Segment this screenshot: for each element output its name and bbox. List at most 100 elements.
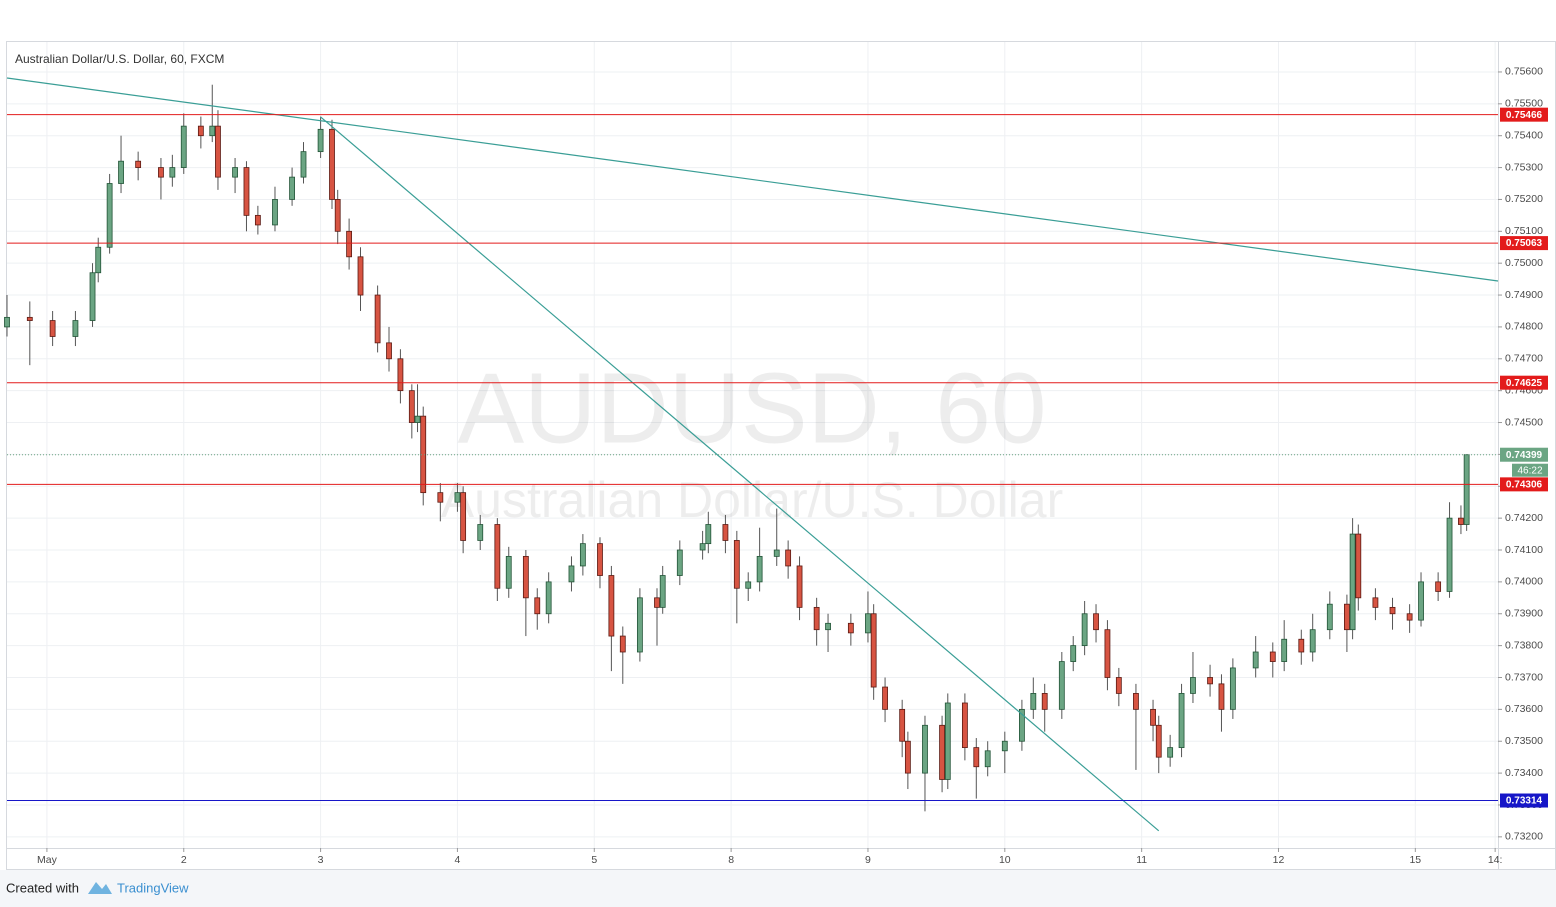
candle-body [397, 358, 404, 392]
candle-body [254, 214, 261, 226]
candle-body [494, 524, 501, 589]
logo-icon [88, 882, 112, 894]
candle-body [414, 415, 421, 423]
candle-body [386, 342, 392, 360]
candle-body [1389, 606, 1396, 615]
x-tick-label: May [37, 854, 58, 866]
y-tick-label: 0.75200 [1505, 193, 1543, 205]
candle-body [460, 492, 467, 541]
x-tick-label: 14: [1488, 854, 1503, 866]
candle-body [865, 613, 871, 634]
candle-body [135, 160, 142, 168]
candle-body [1133, 693, 1139, 710]
candle-body [1030, 693, 1037, 710]
candle-body [106, 183, 113, 248]
y-tick-label: 0.74500 [1505, 416, 1543, 428]
candle-body [676, 549, 683, 576]
candle-body [545, 581, 552, 615]
candle-body [1190, 677, 1196, 694]
candle-body [209, 125, 216, 137]
candle-body [346, 230, 353, 258]
candle-body [847, 622, 854, 634]
candle-body [1446, 517, 1453, 592]
candle-body [1252, 651, 1259, 669]
candle-body [1281, 638, 1288, 662]
candle-body [118, 160, 124, 184]
level-tag [1500, 107, 1548, 122]
level-tag-label: 0.74625 [1506, 378, 1543, 389]
candle-body [197, 125, 204, 137]
x-tick-label: 5 [591, 854, 597, 866]
candle-body [608, 575, 615, 637]
candle-body [961, 702, 968, 749]
candle-body [1309, 629, 1316, 653]
candle-body [522, 555, 529, 599]
y-tick-label: 0.73700 [1505, 671, 1543, 683]
candle-body [870, 613, 877, 688]
candle-body [1093, 613, 1099, 631]
level-tag [1500, 793, 1548, 808]
plot [4, 77, 1499, 832]
x-tick-label: 8 [728, 854, 734, 866]
footer-brand[interactable]: TradingView [117, 880, 189, 895]
candle-body [289, 176, 295, 200]
candle-body [534, 597, 541, 615]
candle-body [1435, 581, 1442, 592]
level-tag-label: 0.75466 [1506, 110, 1543, 121]
y-tick-label: 0.75000 [1505, 257, 1543, 269]
candle-body [1115, 677, 1122, 694]
candle-body [699, 543, 706, 551]
chart-title: Australian Dollar/U.S. Dollar, 60, FXCM [15, 52, 224, 66]
candle-body [579, 543, 586, 567]
watermark: AUDUSD, 60 [457, 352, 1046, 464]
last-price-tag-label: 0.74399 [1506, 450, 1543, 461]
candle-body [232, 167, 238, 178]
candle-body [1229, 667, 1236, 710]
candle-body [1418, 581, 1424, 621]
candle-body [89, 272, 96, 321]
level-tag [1500, 477, 1548, 492]
candle-body [1150, 708, 1156, 726]
candle-body [1081, 613, 1088, 647]
candle-body [1355, 533, 1362, 599]
tradingview-logo [88, 882, 112, 894]
candle-body [215, 125, 221, 178]
candle-body [654, 597, 660, 608]
candle-body [374, 294, 381, 344]
candle-body [26, 316, 33, 321]
y-tick-label: 0.73600 [1505, 703, 1543, 715]
candle-body [773, 549, 780, 557]
candle-body [1349, 533, 1356, 631]
candle-body [1155, 724, 1162, 758]
candle-body [882, 686, 888, 710]
candle-body [300, 151, 307, 178]
candle-body [1058, 661, 1065, 710]
candle-body [659, 575, 666, 608]
candle-body [4, 316, 10, 328]
candle-body [420, 415, 427, 494]
countdown-tag [1512, 463, 1548, 477]
y-tick-label: 0.74800 [1505, 321, 1543, 333]
level-tag-label: 0.73314 [1506, 796, 1543, 807]
candle-body [973, 747, 980, 768]
x-tick-label: 15 [1409, 854, 1421, 866]
candle-body [1372, 597, 1379, 608]
x-tick-label: 9 [865, 854, 871, 866]
candle-body [1298, 638, 1305, 653]
last-price-tag [1500, 447, 1548, 462]
candle-body [272, 199, 278, 226]
candle-body [1019, 708, 1025, 742]
footer-created: Created with [6, 880, 79, 895]
candle-body [619, 635, 626, 653]
candle-body [437, 492, 444, 503]
candle-body [813, 606, 820, 631]
x-tick-label: 11 [1136, 854, 1147, 866]
candle-body [1326, 603, 1333, 631]
candle-body [1406, 613, 1413, 621]
candle-body [1167, 747, 1174, 758]
candle-body [72, 320, 79, 337]
candle-body [408, 390, 415, 423]
x-tick-label: 10 [999, 854, 1011, 866]
candle-body [796, 565, 803, 608]
candle-body [1269, 651, 1276, 662]
